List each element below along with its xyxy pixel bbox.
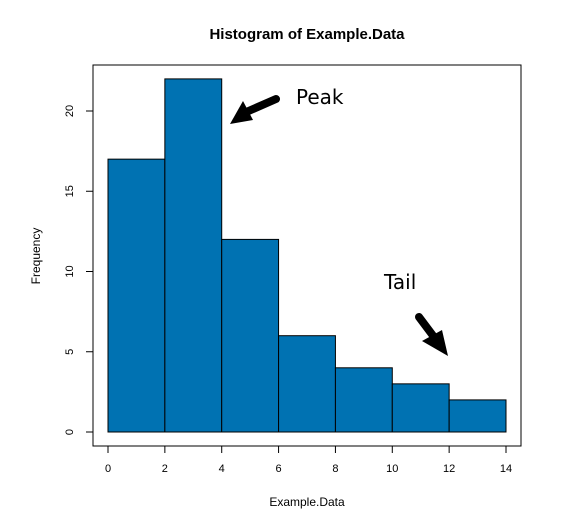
tail-label: Tail: [383, 270, 416, 294]
histogram-bar: [278, 335, 336, 433]
x-tick-label: 8: [332, 463, 338, 475]
x-tick-label: 2: [162, 463, 168, 475]
bars-group: [107, 78, 507, 433]
x-tick-label: 0: [105, 463, 111, 475]
histogram-bar: [164, 78, 223, 433]
y-tick-label: 10: [64, 265, 76, 277]
x-axis: 0 2 4 6 8 10 12 14: [105, 445, 512, 475]
peak-label: Peak: [296, 85, 344, 109]
annotations-group: Peak Tail: [230, 85, 448, 356]
x-tick-label: 10: [386, 463, 398, 475]
y-tick-label: 20: [64, 105, 76, 117]
x-tick-label: 4: [219, 463, 225, 475]
histogram-bar: [391, 383, 450, 433]
histogram-bar: [334, 367, 393, 433]
x-tick-label: 14: [500, 463, 512, 475]
y-tick-label: 15: [64, 185, 76, 197]
y-tick-label: 0: [64, 429, 76, 435]
y-axis-label: Frequency: [29, 228, 43, 285]
histogram-bar: [448, 399, 507, 433]
histogram-bar: [221, 238, 280, 433]
x-tick-label: 12: [443, 463, 455, 475]
chart-title: Histogram of Example.Data: [209, 26, 405, 43]
y-tick-label: 5: [64, 349, 76, 355]
peak-arrow: [230, 95, 280, 124]
x-tick-label: 6: [276, 463, 282, 475]
tail-arrow: [415, 313, 448, 356]
y-axis: 0 5 10 15 20: [64, 105, 94, 435]
histogram-bar: [107, 158, 166, 433]
x-axis-label: Example.Data: [269, 495, 345, 509]
